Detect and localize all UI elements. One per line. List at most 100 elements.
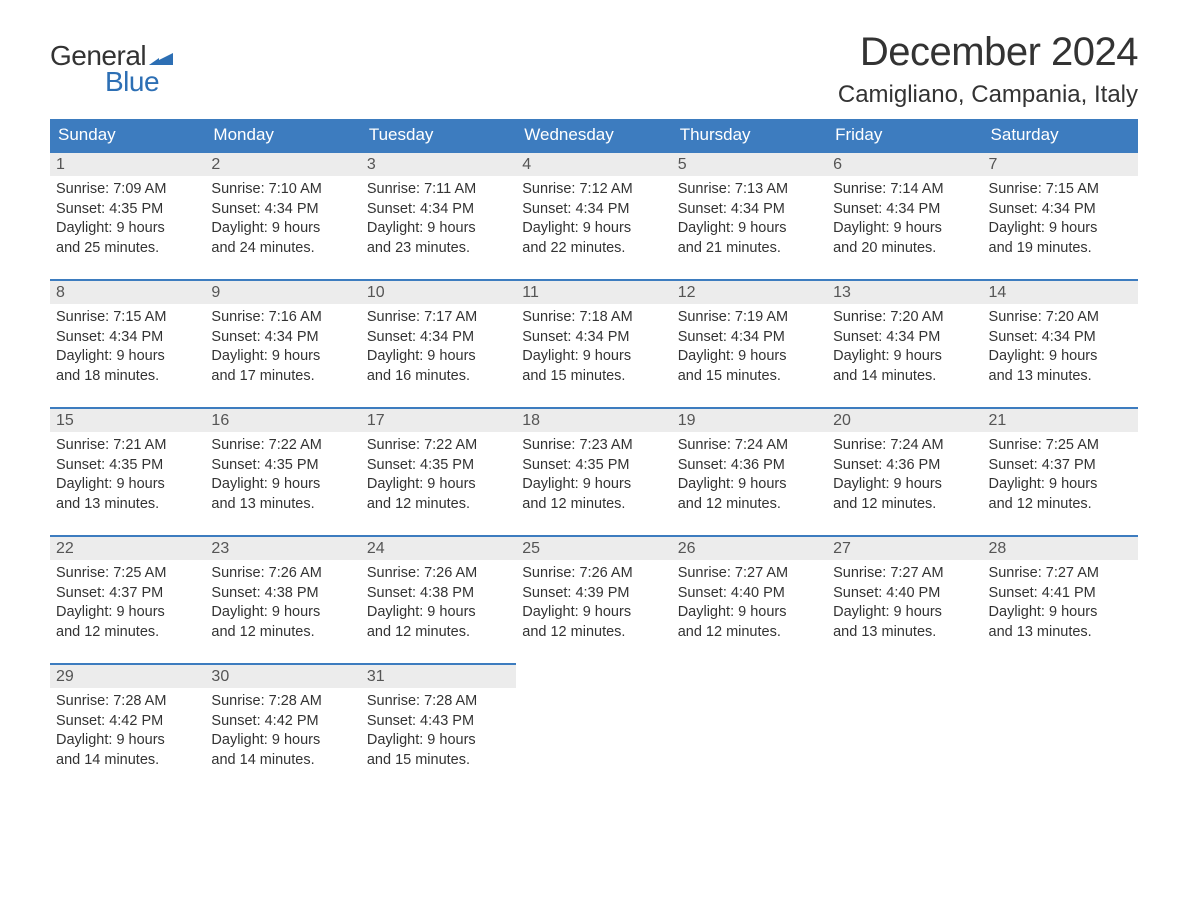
day-sunrise-line: Sunrise: 7:11 AM <box>367 180 510 200</box>
day-dl1-line: Daylight: 9 hours <box>211 347 354 367</box>
day-details: Sunrise: 7:25 AMSunset: 4:37 PMDaylight:… <box>50 560 205 648</box>
day-dl1-line: Daylight: 9 hours <box>367 731 510 751</box>
calendar-week-row: 8Sunrise: 7:15 AMSunset: 4:34 PMDaylight… <box>50 280 1138 408</box>
day-dl1-line: Daylight: 9 hours <box>367 347 510 367</box>
day-dl1-line: Daylight: 9 hours <box>367 603 510 623</box>
day-details: Sunrise: 7:12 AMSunset: 4:34 PMDaylight:… <box>516 176 671 264</box>
day-number: 1 <box>50 153 205 176</box>
calendar-day-cell: 18Sunrise: 7:23 AMSunset: 4:35 PMDayligh… <box>516 408 671 536</box>
day-sunset-line: Sunset: 4:34 PM <box>989 328 1132 348</box>
flag-icon <box>149 47 173 65</box>
day-dl1-line: Daylight: 9 hours <box>833 475 976 495</box>
day-number: 15 <box>50 409 205 432</box>
day-dl2-line: and 15 minutes. <box>367 751 510 771</box>
month-title: December 2024 <box>838 30 1138 75</box>
day-number: 6 <box>827 153 982 176</box>
day-sunrise-line: Sunrise: 7:15 AM <box>989 180 1132 200</box>
day-sunrise-line: Sunrise: 7:18 AM <box>522 308 665 328</box>
day-number: 13 <box>827 281 982 304</box>
calendar-day-cell: 12Sunrise: 7:19 AMSunset: 4:34 PMDayligh… <box>672 280 827 408</box>
day-dl2-line: and 15 minutes. <box>678 367 821 387</box>
day-details: Sunrise: 7:22 AMSunset: 4:35 PMDaylight:… <box>205 432 360 520</box>
day-details: Sunrise: 7:20 AMSunset: 4:34 PMDaylight:… <box>827 304 982 392</box>
day-sunset-line: Sunset: 4:40 PM <box>678 584 821 604</box>
day-dl1-line: Daylight: 9 hours <box>989 219 1132 239</box>
calendar-table: Sunday Monday Tuesday Wednesday Thursday… <box>50 119 1138 792</box>
day-dl2-line: and 23 minutes. <box>367 239 510 259</box>
day-number: 27 <box>827 537 982 560</box>
day-sunset-line: Sunset: 4:35 PM <box>56 456 199 476</box>
day-number: 11 <box>516 281 671 304</box>
day-dl2-line: and 14 minutes. <box>211 751 354 771</box>
day-number: 22 <box>50 537 205 560</box>
day-dl1-line: Daylight: 9 hours <box>989 603 1132 623</box>
day-dl1-line: Daylight: 9 hours <box>522 347 665 367</box>
day-details: Sunrise: 7:24 AMSunset: 4:36 PMDaylight:… <box>827 432 982 520</box>
day-sunrise-line: Sunrise: 7:13 AM <box>678 180 821 200</box>
day-dl2-line: and 13 minutes. <box>989 623 1132 643</box>
day-sunrise-line: Sunrise: 7:16 AM <box>211 308 354 328</box>
day-sunset-line: Sunset: 4:39 PM <box>522 584 665 604</box>
day-dl1-line: Daylight: 9 hours <box>56 731 199 751</box>
day-sunset-line: Sunset: 4:42 PM <box>211 712 354 732</box>
day-details: Sunrise: 7:11 AMSunset: 4:34 PMDaylight:… <box>361 176 516 264</box>
day-sunrise-line: Sunrise: 7:20 AM <box>833 308 976 328</box>
day-sunrise-line: Sunrise: 7:17 AM <box>367 308 510 328</box>
day-dl1-line: Daylight: 9 hours <box>678 219 821 239</box>
day-details: Sunrise: 7:28 AMSunset: 4:42 PMDaylight:… <box>50 688 205 776</box>
day-number: 9 <box>205 281 360 304</box>
day-sunset-line: Sunset: 4:35 PM <box>522 456 665 476</box>
day-dl1-line: Daylight: 9 hours <box>678 475 821 495</box>
day-dl2-line: and 22 minutes. <box>522 239 665 259</box>
day-dl1-line: Daylight: 9 hours <box>56 603 199 623</box>
day-number: 24 <box>361 537 516 560</box>
day-sunset-line: Sunset: 4:38 PM <box>367 584 510 604</box>
day-number: 29 <box>50 665 205 688</box>
day-number: 28 <box>983 537 1138 560</box>
day-number: 14 <box>983 281 1138 304</box>
day-details: Sunrise: 7:27 AMSunset: 4:40 PMDaylight:… <box>672 560 827 648</box>
calendar-day-cell: 3Sunrise: 7:11 AMSunset: 4:34 PMDaylight… <box>361 152 516 280</box>
day-sunrise-line: Sunrise: 7:26 AM <box>367 564 510 584</box>
calendar-day-cell: 20Sunrise: 7:24 AMSunset: 4:36 PMDayligh… <box>827 408 982 536</box>
day-number: 5 <box>672 153 827 176</box>
day-details: Sunrise: 7:18 AMSunset: 4:34 PMDaylight:… <box>516 304 671 392</box>
day-details: Sunrise: 7:10 AMSunset: 4:34 PMDaylight:… <box>205 176 360 264</box>
day-details: Sunrise: 7:15 AMSunset: 4:34 PMDaylight:… <box>50 304 205 392</box>
day-sunrise-line: Sunrise: 7:10 AM <box>211 180 354 200</box>
day-sunrise-line: Sunrise: 7:28 AM <box>211 692 354 712</box>
day-dl2-line: and 13 minutes. <box>833 623 976 643</box>
calendar-header-row: Sunday Monday Tuesday Wednesday Thursday… <box>50 119 1138 152</box>
calendar-week-row: 1Sunrise: 7:09 AMSunset: 4:35 PMDaylight… <box>50 152 1138 280</box>
calendar-day-cell: 16Sunrise: 7:22 AMSunset: 4:35 PMDayligh… <box>205 408 360 536</box>
weekday-header: Monday <box>205 119 360 152</box>
day-sunset-line: Sunset: 4:34 PM <box>989 200 1132 220</box>
calendar-day-cell: 31Sunrise: 7:28 AMSunset: 4:43 PMDayligh… <box>361 664 516 792</box>
location-subtitle: Camigliano, Campania, Italy <box>838 81 1138 109</box>
calendar-day-cell: 24 Sunrise: 7:26 AMSunset: 4:38 PMDayligh… <box>361 536 516 664</box>
day-details: Sunrise: 7:20 AMSunset: 4:34 PMDaylight:… <box>983 304 1138 392</box>
day-dl1-line: Daylight: 9 hours <box>833 603 976 623</box>
calendar-week-row: 22Sunrise: 7:25 AMSunset: 4:37 PMDayligh… <box>50 536 1138 664</box>
day-details: Sunrise: 7:28 AMSunset: 4:42 PMDaylight:… <box>205 688 360 776</box>
day-sunset-line: Sunset: 4:34 PM <box>678 328 821 348</box>
calendar-day-cell <box>516 664 671 792</box>
calendar-day-cell <box>983 664 1138 792</box>
day-sunset-line: Sunset: 4:34 PM <box>678 200 821 220</box>
day-dl2-line: and 14 minutes. <box>56 751 199 771</box>
day-sunset-line: Sunset: 4:37 PM <box>56 584 199 604</box>
logo-text-blue: Blue <box>105 66 159 98</box>
day-dl2-line: and 20 minutes. <box>833 239 976 259</box>
day-dl2-line: and 18 minutes. <box>56 367 199 387</box>
day-dl2-line: and 19 minutes. <box>989 239 1132 259</box>
day-dl1-line: Daylight: 9 hours <box>367 475 510 495</box>
calendar-body: 1Sunrise: 7:09 AMSunset: 4:35 PMDaylight… <box>50 152 1138 792</box>
calendar-day-cell: 23Sunrise: 7:26 AMSunset: 4:38 PMDayligh… <box>205 536 360 664</box>
calendar-day-cell: 29Sunrise: 7:28 AMSunset: 4:42 PMDayligh… <box>50 664 205 792</box>
calendar-day-cell: 13Sunrise: 7:20 AMSunset: 4:34 PMDayligh… <box>827 280 982 408</box>
day-details: Sunrise: 7:19 AMSunset: 4:34 PMDaylight:… <box>672 304 827 392</box>
calendar-day-cell: 21Sunrise: 7:25 AMSunset: 4:37 PMDayligh… <box>983 408 1138 536</box>
day-dl1-line: Daylight: 9 hours <box>211 475 354 495</box>
day-sunrise-line: Sunrise: 7:12 AM <box>522 180 665 200</box>
day-dl2-line: and 21 minutes. <box>678 239 821 259</box>
